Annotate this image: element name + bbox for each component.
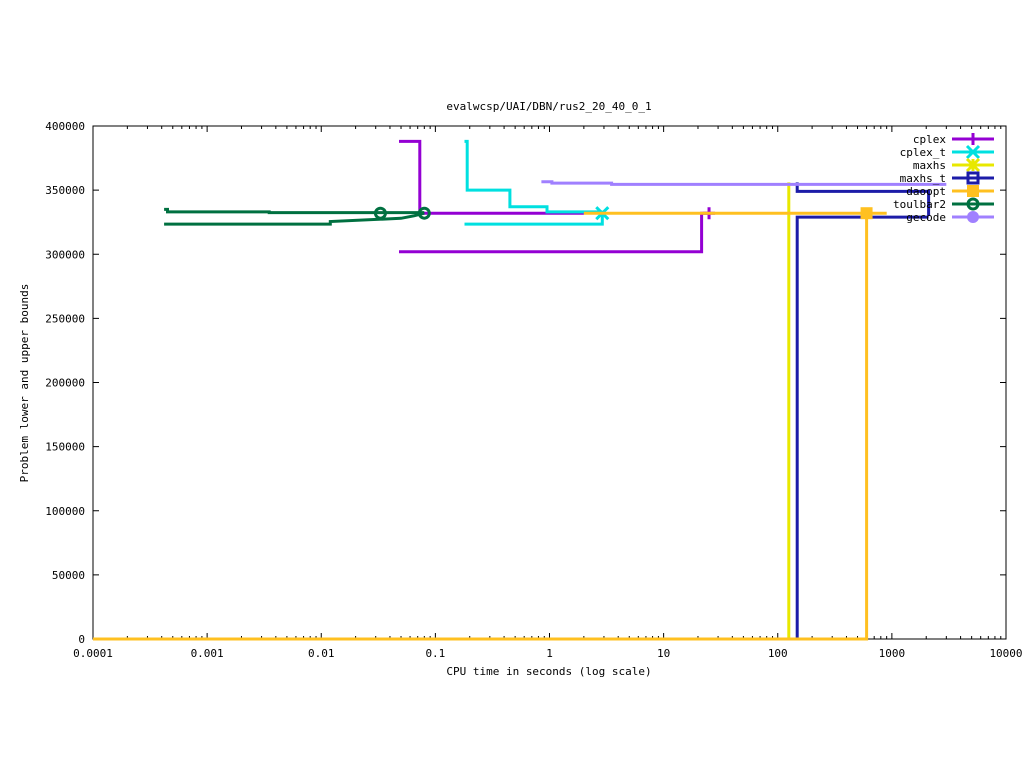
x-axis-label: CPU time in seconds (log scale) — [446, 665, 651, 678]
series-daoopt — [93, 207, 887, 641]
y-tick-label: 350000 — [45, 184, 85, 197]
x-tick-label: 0.1 — [425, 647, 445, 660]
maxhs-t-upper-bound-line — [795, 182, 931, 216]
series-gecode — [541, 180, 947, 186]
cplex-lower-bound-line — [399, 211, 709, 254]
legend-marker — [967, 211, 979, 223]
legend-label: daoopt — [906, 185, 946, 198]
toulbar2-point — [373, 206, 387, 220]
y-tick-label: 300000 — [45, 248, 85, 261]
plot-frame — [92, 125, 1007, 640]
daoopt-point — [860, 207, 873, 220]
cplex-t-lower-bound-line — [464, 213, 604, 226]
legend-marker — [966, 197, 980, 211]
legend-label: maxhs_t — [900, 172, 946, 185]
legend-marker — [967, 185, 979, 197]
legend-marker — [966, 171, 980, 185]
series-toulbar2 — [164, 206, 431, 226]
y-tick-label: 50000 — [52, 569, 85, 582]
x-tick-label: 0.01 — [308, 647, 335, 660]
y-axis-label: Problem lower and upper bounds — [18, 284, 31, 483]
maxhs-t-lower-bound-line — [795, 215, 929, 639]
legend-label: toulbar2 — [893, 198, 946, 211]
y-tick-label: 250000 — [45, 312, 85, 325]
x-tick-label: 0.0001 — [73, 647, 113, 660]
x-tick-label: 1 — [546, 647, 553, 660]
legend-marker — [965, 157, 981, 173]
chart-title: evalwcsp/UAI/DBN/rus2_20_40_0_1 — [446, 100, 651, 113]
cplex-t-upper-bound-line — [464, 139, 603, 214]
legend-marker — [967, 133, 979, 145]
series-maxhs-t — [795, 182, 931, 639]
y-tick-label: 200000 — [45, 377, 85, 390]
y-tick-label: 150000 — [45, 441, 85, 454]
toulbar2-lower-bound-line — [164, 211, 425, 226]
axes: 0 50000 100000 150000 200000 250000 300000 3500… — [45, 120, 1022, 660]
toulbar2-upper-bound-line — [164, 207, 425, 215]
x-tick-label: 0.001 — [191, 647, 224, 660]
y-tick-label: 100000 — [45, 505, 85, 518]
series-cplex — [399, 139, 716, 254]
legend-label: cplex — [913, 133, 946, 146]
x-tick-label: 100 — [768, 647, 788, 660]
x-tick-label: 10 — [657, 647, 670, 660]
gecode-upper-bound-line — [541, 180, 947, 186]
legend-label: maxhs — [913, 159, 946, 172]
legend-label: cplex_t — [900, 146, 946, 159]
y-tick-label: 0 — [78, 633, 85, 646]
daoopt-lower-bound-line — [93, 213, 869, 641]
series-layer — [93, 139, 947, 641]
cplex-upper-bound-line — [399, 139, 584, 215]
legend-label: gecode — [906, 211, 946, 224]
toulbar2-point — [417, 206, 431, 220]
x-tick-label: 10000 — [989, 647, 1022, 660]
x-tick-label: 1000 — [879, 647, 906, 660]
legend-marker — [965, 144, 981, 160]
y-tick-label: 400000 — [45, 120, 85, 133]
legend: cplexcplex_tmaxhsmaxhs_tdaoopttoulbar2ge… — [893, 133, 994, 224]
